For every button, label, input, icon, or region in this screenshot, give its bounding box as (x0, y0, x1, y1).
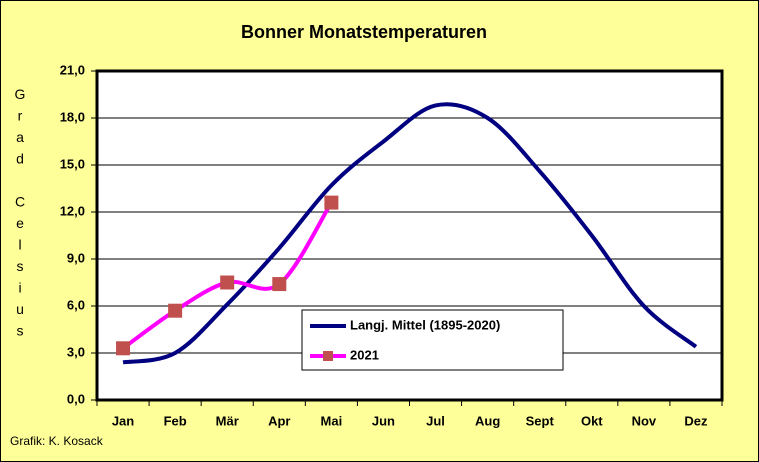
x-tick-label: Jun (372, 413, 395, 428)
x-tick-label: Feb (164, 413, 187, 428)
x-tick-label: Mai (321, 413, 343, 428)
y-tick-label: 18,0 (60, 109, 85, 124)
legend-label: Langj. Mittel (1895-2020) (350, 317, 500, 332)
marker (324, 195, 339, 210)
y-tick-label: 12,0 (60, 203, 85, 218)
marker (220, 275, 235, 290)
plot-border (95, 69, 724, 402)
y-tick-label: 21,0 (60, 62, 85, 77)
y-tick-label: 6,0 (67, 297, 85, 312)
legend-label: 2021 (350, 347, 379, 362)
marker (168, 303, 183, 318)
y-tick-label: 15,0 (60, 156, 85, 171)
y-tick-label: 0,0 (67, 391, 85, 406)
x-tick-label: Okt (581, 413, 603, 428)
x-tick-label: Nov (632, 413, 657, 428)
x-tick-label: Mär (216, 413, 239, 428)
x-tick-label: Jul (426, 413, 445, 428)
marker (272, 277, 287, 292)
legend-marker (323, 351, 333, 361)
chart-title: Bonner Monatstemperaturen (241, 22, 487, 42)
y-tick-label: 9,0 (67, 250, 85, 265)
x-tick-label: Sept (526, 413, 555, 428)
series-line (122, 102, 698, 365)
legend (301, 309, 564, 371)
footer: Grafik: K. Kosack (10, 434, 104, 448)
x-tick-label: Aug (475, 413, 500, 428)
marker (116, 341, 131, 356)
x-tick-label: Apr (268, 413, 290, 428)
x-tick-label: Dez (684, 413, 708, 428)
x-tick-label: Jan (112, 413, 134, 428)
y-tick-label: 3,0 (67, 344, 85, 359)
